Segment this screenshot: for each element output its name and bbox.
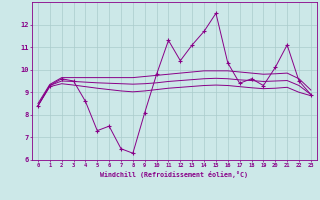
X-axis label: Windchill (Refroidissement éolien,°C): Windchill (Refroidissement éolien,°C)	[100, 171, 248, 178]
